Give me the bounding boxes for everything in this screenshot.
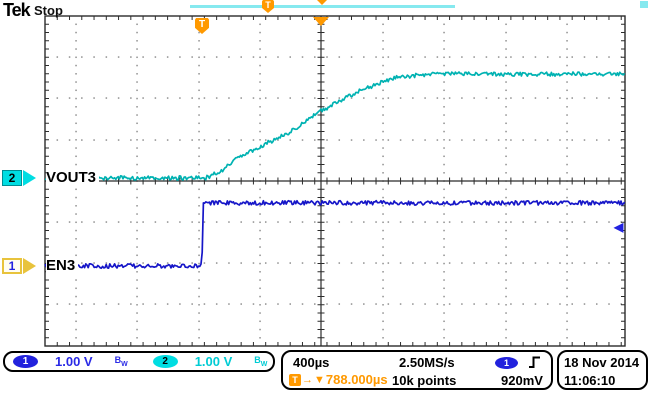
expansion-point-triangle-icon [313, 17, 329, 26]
channel1-ground-marker: 1 [2, 258, 22, 274]
record-view-bar [190, 5, 455, 8]
datetime-box: 18 Nov 2014 11:06:10 [557, 350, 648, 390]
channel-readout-box: 1 1.00 V BW 2 1.00 V BW [3, 351, 275, 372]
trigger-position-readout: T → ▼ 788.000µs [289, 372, 388, 387]
trigger-level-readout: 920mV [501, 373, 543, 388]
time-readout: 11:06:10 [564, 373, 616, 388]
channel1-badge: 1 [13, 355, 38, 368]
trigger-triangle-icon: ▼ [314, 373, 325, 386]
trigger-position-value: 788.000µs [325, 372, 388, 387]
acquisition-status: Stop [34, 3, 63, 18]
channel2-waveform-label: VOUT3 [46, 169, 100, 186]
channel1-ground-arrow-icon [23, 258, 36, 274]
trigger-time-t-icon: T [195, 18, 209, 34]
date-readout: 18 Nov 2014 [564, 355, 640, 370]
record-trigger-t-icon: T [262, 0, 274, 13]
channel2-ground-arrow-icon [23, 170, 36, 186]
channel2-bandwidth-icon: BW [254, 355, 268, 368]
channel2-badge: 2 [152, 355, 178, 368]
horizontal-trigger-readout-box: 400µs 2.50MS/s 1 T → ▼ 788.000µs 10k poi… [281, 350, 553, 390]
trigger-arrow-icon: → [302, 373, 313, 386]
trace-en3 [44, 199, 626, 270]
trace-vout3 [45, 71, 626, 181]
tek-logo: Tek [3, 0, 31, 20]
rising-edge-icon [529, 356, 540, 368]
trigger-t-icon: T [289, 373, 301, 386]
timebase-readout: 400µs [293, 355, 330, 370]
trigger-level-arrow-icon: ◀ [614, 220, 624, 234]
channel1-bandwidth-icon: BW [114, 355, 128, 368]
channel2-ground-marker: 2 [2, 170, 22, 186]
sample-rate-readout: 2.50MS/s [399, 355, 455, 370]
channel2-scale: 1.00 V [194, 354, 233, 369]
channel1-scale: 1.00 V [55, 354, 93, 369]
trigger-source-badge: 1 [495, 357, 518, 369]
channel1-waveform-label: EN3 [46, 257, 79, 274]
record-expansion-triangle-icon [317, 0, 327, 5]
record-length-readout: 10k points [392, 373, 457, 388]
record-view-end-mark [640, 1, 648, 8]
